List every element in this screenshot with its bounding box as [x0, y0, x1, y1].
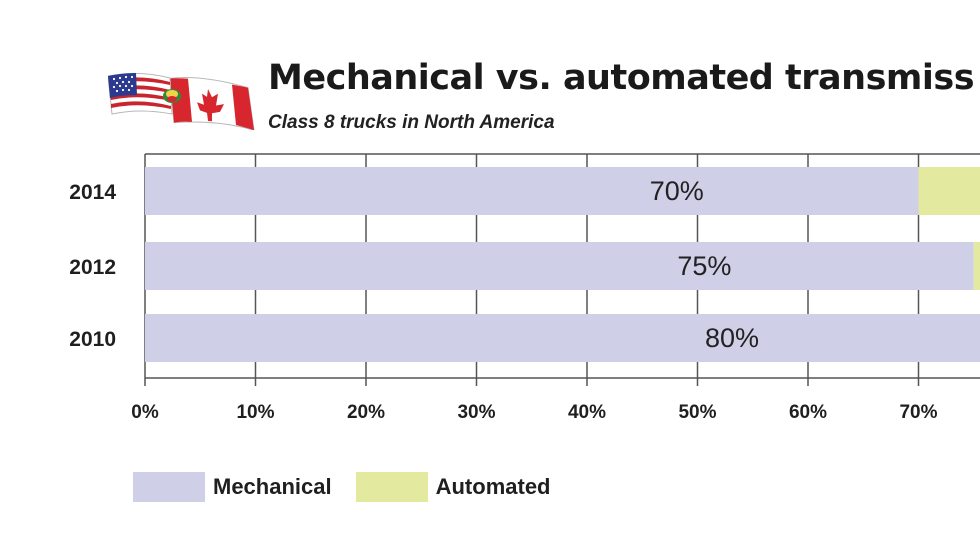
category-label: 2010: [69, 328, 116, 351]
legend-item-automated: Automated: [355, 472, 551, 502]
bar-mechanical: [145, 242, 974, 290]
bar-mechanical: [145, 167, 919, 215]
bar-automated: [918, 167, 980, 215]
legend-swatch-automated: [355, 472, 428, 502]
chart-subtitle: Class 8 trucks in North America: [268, 112, 555, 133]
bar-automated: [973, 242, 980, 290]
legend-label-automated: Automated: [435, 474, 551, 499]
legend: Mechanical Automated: [133, 472, 575, 502]
x-tick-label: 60%: [789, 402, 827, 423]
x-tick-label: 70%: [899, 402, 937, 423]
category-label: 2014: [69, 181, 116, 204]
bar-mechanical: [145, 314, 980, 362]
legend-item-mechanical: Mechanical: [133, 472, 332, 502]
legend-swatch-mechanical: [133, 472, 205, 502]
bar-value-label: 75%: [677, 251, 731, 281]
category-label: 2012: [69, 256, 116, 279]
legend-label-mechanical: Mechanical: [213, 474, 332, 499]
bar-value-label: 80%: [705, 323, 759, 353]
x-tick-label: 40%: [568, 402, 606, 423]
x-tick-label: 30%: [457, 402, 495, 423]
x-tick-label: 20%: [347, 402, 385, 423]
bar-value-label: 70%: [650, 176, 704, 206]
us-canada-flags-icon: [108, 72, 255, 130]
chart-title: Mechanical vs. automated transmiss: [268, 58, 975, 98]
x-tick-label: 0%: [131, 402, 159, 423]
x-tick-label: 50%: [678, 402, 716, 423]
x-tick-label: 10%: [236, 402, 274, 423]
